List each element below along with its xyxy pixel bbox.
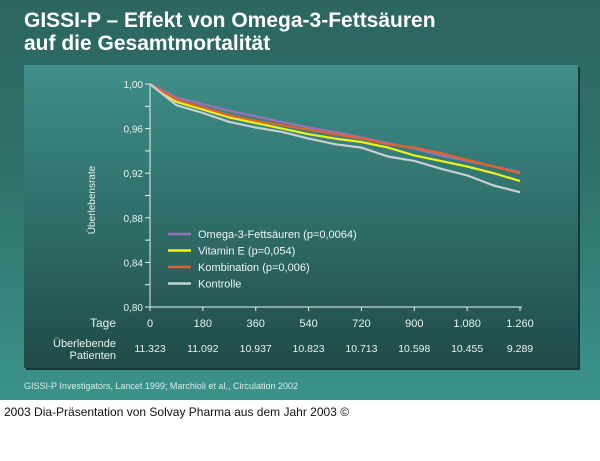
patients-count: 11.323 [134,343,165,355]
patients-count: 9.289 [507,343,533,355]
x-tick-label: 1.080 [453,318,481,330]
y-tick-label: 0,80 [124,303,144,314]
title-line-1: GISSI-P – Effekt von Omega-3-Fettsäuren [24,9,436,32]
x-tick-label: 180 [194,318,212,330]
legend-label: Vitamin E (p=0,054) [198,246,295,258]
series-line-3 [149,83,521,194]
x-tick-label: 900 [405,318,423,330]
y-tick-label: 0,96 [124,125,144,136]
title-line-2: auf die Gesamtmortalität [24,32,271,55]
slide-title: GISSI-P – Effekt von Omega-3-Fettsäuren … [24,9,436,55]
y-tick-label: 1,00 [124,80,144,91]
patients-label-line2: Patienten [70,350,116,362]
patients-count: 10.598 [398,343,430,355]
x-tick-label: 540 [299,318,317,330]
x-tick-label: 0 [147,318,153,330]
patients-label-line1: Überlebende [53,338,116,350]
slide: GISSI-P – Effekt von Omega-3-Fettsäuren … [0,0,600,400]
patients-count: 11.092 [187,343,218,355]
series-line-1 [149,83,521,183]
survival-chart: 0,80 0,84 0,88 0,92 0,96 1,00 0 11.323 180 11.092… [53,80,534,362]
legend-label: Omega-3-Fettsäuren (p=0,0064) [198,229,357,241]
series-line-0 [149,83,521,174]
source-citation: GISSI-P Investigators, Lancet 1999; Marc… [24,381,298,391]
x-tick-label: 360 [247,318,265,330]
patients-count: 10.937 [240,343,272,355]
x-tick-label: 720 [352,318,370,330]
x-tick-label: 1.260 [506,318,534,330]
footer-credit: 2003 Dia-Präsentation von Solvay Pharma … [4,405,350,419]
chart-panel [24,65,578,368]
y-tick-label: 0,92 [124,169,144,180]
legend-label: Kombination (p=0,006) [198,262,310,274]
y-axis-label: Überlebensrate [86,165,98,234]
legend-label: Kontrolle [198,279,241,291]
patients-count: 10.823 [293,343,325,355]
x-axis-label: Tage [90,316,116,330]
series-line-2 [149,83,521,175]
y-tick-label: 0,84 [124,258,144,269]
y-tick-label: 0,88 [124,214,144,225]
patients-count: 10.713 [345,343,377,355]
patients-count: 10.455 [451,343,483,355]
